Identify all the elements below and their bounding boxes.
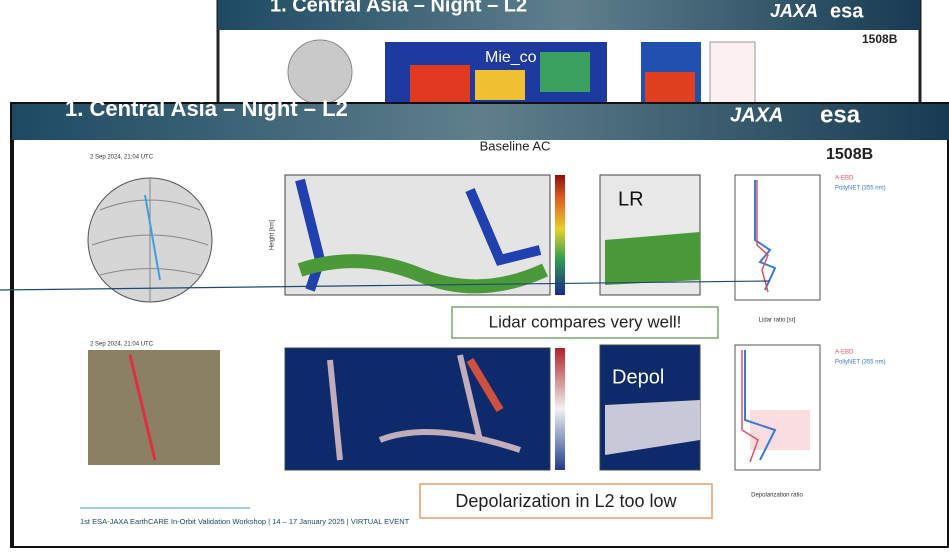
bottom-panel-label: Depol bbox=[612, 366, 664, 388]
orbit: 1508B bbox=[826, 146, 873, 163]
bottom-legend-1: PollyNET (355 nm) bbox=[835, 360, 886, 366]
back-logo-esa: esa bbox=[830, 0, 864, 22]
back-slide: 1. Central Asia – Night – L2 JAXA esa 15… bbox=[218, 0, 920, 106]
y-axis-label: Height [km] bbox=[270, 219, 276, 250]
callout-top: Lidar compares very well! bbox=[489, 312, 682, 331]
front-title: 1. Central Asia – Night – L2 bbox=[65, 96, 348, 121]
map bbox=[88, 350, 220, 465]
bottom-legend-0: A-EBD bbox=[835, 350, 854, 356]
globe-caption: 2 Sep 2024, 21:04 UTC bbox=[90, 155, 154, 161]
bottom-profile-xlabel: Depolarization ratio bbox=[751, 493, 803, 499]
back-panel-label: Mie_co bbox=[485, 49, 537, 66]
footer: 1st ESA-JAXA EarthCARE In-Orbit Validati… bbox=[80, 517, 410, 526]
bottom-curtain bbox=[285, 348, 550, 470]
screenshot: 1. Central Asia – Night – L2 JAXA esa 15… bbox=[0, 0, 949, 548]
front-slide: 1. Central Asia – Night – L2 JAXA esa Ba… bbox=[0, 96, 949, 548]
front-logo-jaxa: JAXA bbox=[730, 104, 783, 126]
back-orbit: 1508B bbox=[862, 32, 898, 46]
back-title: 1. Central Asia – Night – L2 bbox=[270, 0, 527, 16]
top-legend-0: A-EBD bbox=[835, 176, 854, 182]
callout-bottom: Depolarization in L2 too low bbox=[455, 491, 677, 511]
subtitle: Baseline AC bbox=[480, 138, 551, 153]
top-legend-1: PollyNET (355 nm) bbox=[835, 186, 886, 192]
front-logo-esa: esa bbox=[820, 101, 861, 128]
back-logo-jaxa: JAXA bbox=[770, 1, 818, 21]
top-profile-xlabel: Lidar ratio [sr] bbox=[759, 318, 796, 324]
back-globe bbox=[288, 40, 352, 104]
map-caption: 2 Sep 2024, 21:04 UTC bbox=[90, 342, 154, 348]
top-panel-label: LR bbox=[618, 188, 644, 210]
bottom-profile bbox=[735, 345, 820, 470]
